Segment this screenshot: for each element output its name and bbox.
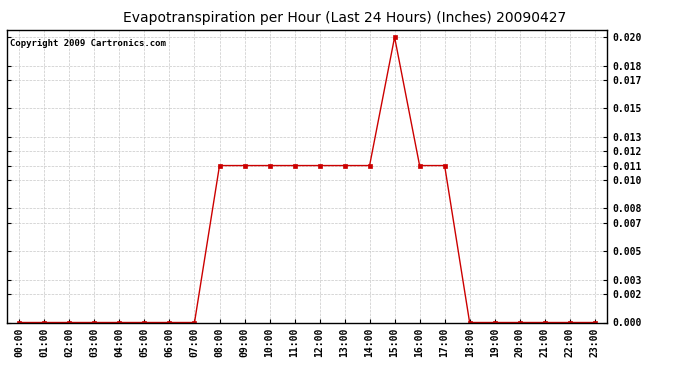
Text: Copyright 2009 Cartronics.com: Copyright 2009 Cartronics.com xyxy=(10,39,166,48)
Text: Evapotranspiration per Hour (Last 24 Hours) (Inches) 20090427: Evapotranspiration per Hour (Last 24 Hou… xyxy=(124,11,566,25)
